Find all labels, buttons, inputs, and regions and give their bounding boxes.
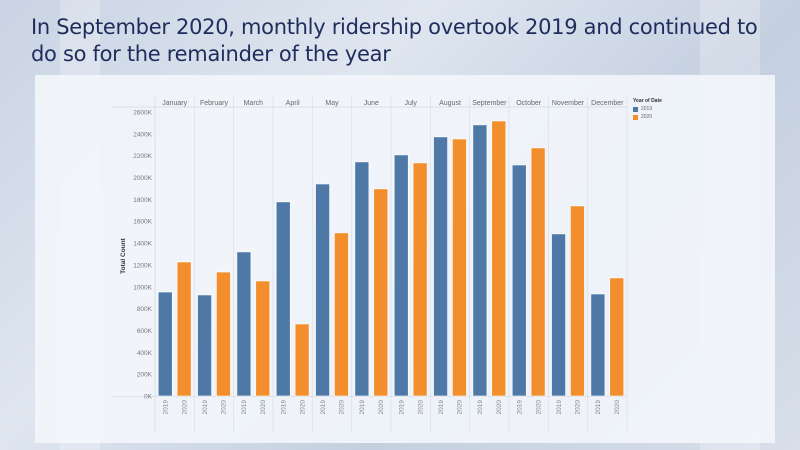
x-tick-label: 2019	[399, 400, 406, 415]
bar-2019-june	[354, 161, 370, 397]
x-tick-label: 2019	[556, 400, 563, 415]
x-tick-label: 2020	[496, 400, 503, 415]
bar-2020-may	[334, 232, 349, 397]
x-tick-label: 2020	[181, 400, 188, 415]
bar-2019-august	[433, 136, 448, 397]
y-tick-label: 1600K	[133, 219, 152, 226]
month-label: June	[364, 100, 379, 107]
x-tick-label: 2020	[457, 400, 464, 415]
bar-2019-january	[157, 291, 173, 397]
bar-2019-september	[472, 124, 488, 397]
x-tick-label: 2019	[163, 400, 170, 415]
x-tick-label: 2019	[320, 400, 327, 415]
bar-2019-october	[511, 164, 527, 397]
month-label: December	[591, 100, 624, 107]
bar-2020-august	[452, 138, 467, 397]
legend: Year of Date 2019 2020	[633, 98, 662, 122]
x-tick-label: 2020	[339, 400, 346, 415]
y-tick-label: 1800K	[133, 197, 152, 204]
bar-2019-december	[590, 293, 606, 397]
legend-title: Year of Date	[633, 98, 662, 104]
bar-2020-july	[412, 162, 428, 397]
month-label: July	[404, 100, 417, 107]
y-tick-label: 1400K	[133, 241, 152, 248]
month-label: October	[516, 100, 542, 107]
bar-2019-november	[551, 233, 566, 397]
x-tick-label: 2020	[614, 400, 621, 415]
legend-swatch-2019	[633, 106, 638, 112]
bar-2020-november	[570, 205, 585, 397]
y-tick-label: 400K	[137, 350, 153, 357]
month-label: February	[200, 100, 229, 107]
y-tick-label: 2600K	[133, 110, 152, 117]
bar-2019-may	[315, 183, 330, 397]
x-tick-label: 2019	[517, 400, 524, 415]
month-label: April	[286, 100, 300, 107]
bar-2019-march	[236, 251, 252, 397]
legend-label-2019: 2019	[641, 106, 653, 112]
y-tick-label: 800K	[137, 306, 153, 313]
bar-2020-february	[216, 271, 231, 397]
x-tick-label: 2020	[575, 400, 582, 415]
x-tick-label: 2019	[281, 400, 288, 415]
x-tick-label: 2019	[359, 400, 366, 415]
y-tick-label: 0K	[144, 394, 153, 401]
bar-2020-june	[373, 188, 389, 397]
bar-2020-october	[530, 147, 546, 397]
y-tick-label: 1000K	[133, 284, 152, 291]
x-tick-label: 2019	[477, 400, 484, 415]
x-tick-label: 2020	[260, 400, 267, 415]
x-tick-label: 2019	[241, 400, 248, 415]
x-tick-label: 2020	[378, 400, 385, 415]
x-tick-label: 2020	[535, 400, 542, 415]
bar-2020-march	[255, 280, 271, 397]
month-label: August	[439, 100, 461, 107]
bar-2020-september	[491, 120, 507, 397]
bar-2019-april	[275, 201, 291, 397]
month-label: January	[162, 100, 187, 107]
x-tick-label: 2020	[299, 400, 306, 415]
legend-label-2020: 2020	[641, 114, 653, 120]
y-tick-label: 2400K	[133, 131, 152, 138]
y-axis-title: Total Count	[120, 237, 127, 273]
bar-2020-december	[609, 277, 625, 397]
month-label: March	[244, 100, 264, 107]
x-tick-label: 2019	[438, 400, 445, 415]
bar-2020-april	[294, 323, 310, 397]
x-tick-label: 2020	[417, 400, 424, 415]
y-tick-label: 2200K	[133, 153, 152, 160]
month-label: May	[325, 100, 339, 107]
legend-swatch-2020	[633, 114, 638, 120]
y-tick-label: 1200K	[133, 262, 152, 269]
legend-item-2019[interactable]: 2019	[633, 106, 662, 112]
bar-2019-february	[197, 294, 212, 397]
legend-item-2020[interactable]: 2020	[633, 114, 662, 120]
x-tick-label: 2019	[202, 400, 209, 415]
month-label: September	[472, 100, 507, 107]
month-label: November	[552, 100, 585, 107]
y-tick-label: 600K	[137, 328, 153, 335]
y-tick-label: 200K	[137, 372, 153, 379]
bar-2020-january	[176, 261, 192, 397]
slide-title: In September 2020, monthly ridership ove…	[31, 15, 758, 66]
y-tick-label: 2000K	[133, 175, 152, 182]
x-tick-label: 2019	[595, 400, 602, 415]
x-tick-label: 2020	[221, 400, 228, 415]
bar-2019-july	[393, 154, 409, 397]
